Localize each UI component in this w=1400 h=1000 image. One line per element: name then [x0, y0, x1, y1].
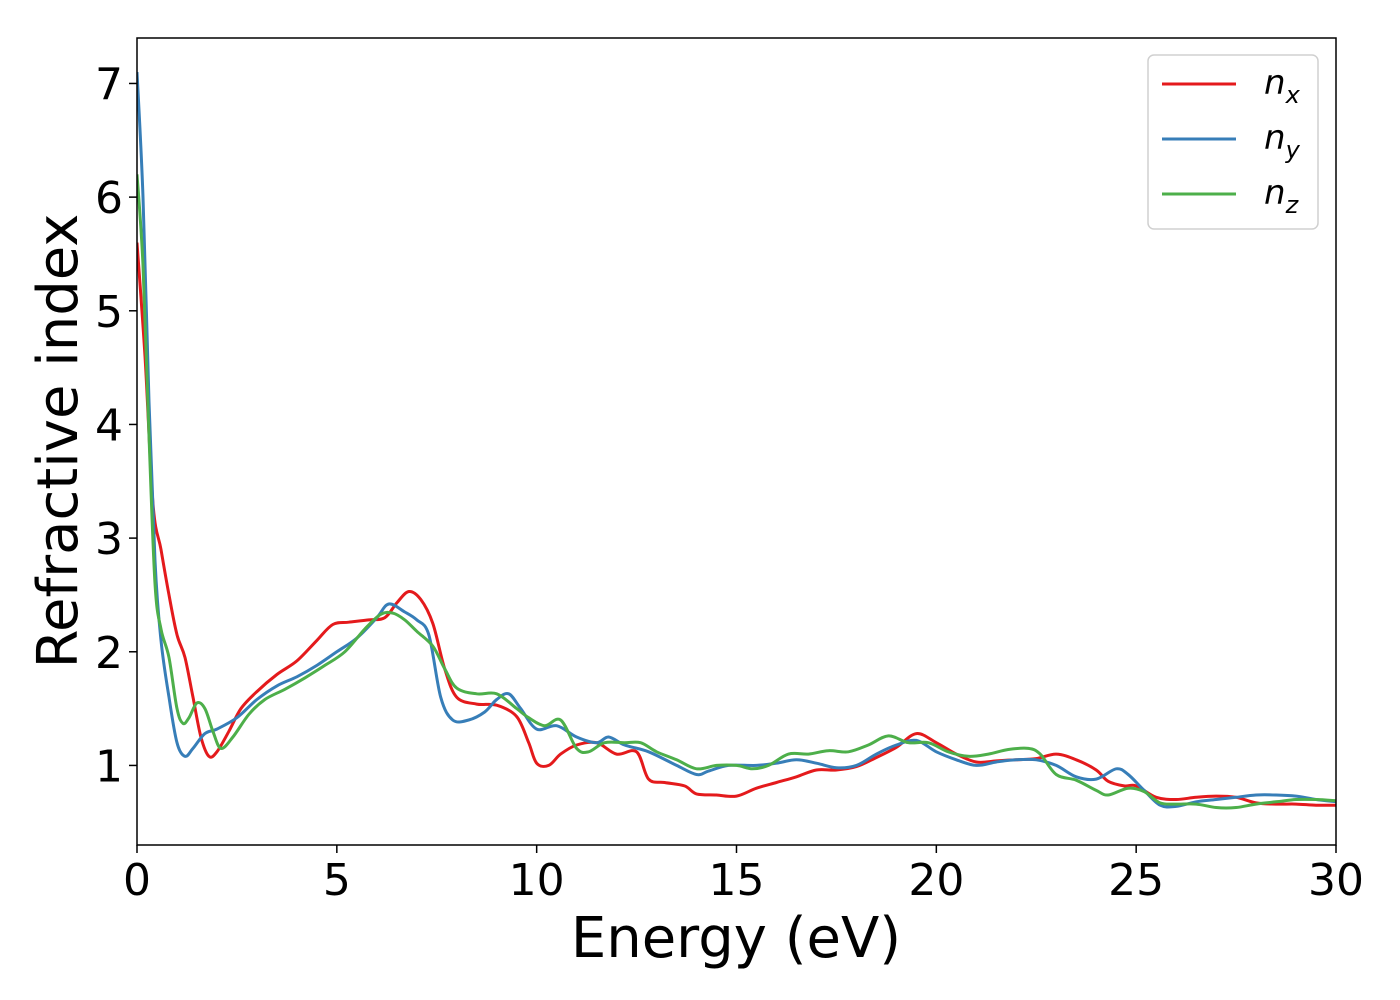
- x-tick-label: 15: [709, 855, 765, 906]
- x-tick-label: 10: [509, 855, 565, 906]
- legend-frame: [1147, 54, 1319, 230]
- y-tick-label: 5: [95, 287, 123, 338]
- x-tick-label: 0: [123, 855, 151, 906]
- y-tick-label: 6: [95, 173, 123, 224]
- series-layer: [137, 72, 1336, 810]
- y-tick-label: 7: [95, 59, 123, 110]
- x-tick-label: 20: [908, 855, 964, 906]
- y-tick-label: 3: [95, 514, 123, 565]
- x-axis: 0 5 10 15 20 25 30: [123, 845, 1364, 906]
- x-tick-label: 30: [1308, 855, 1364, 906]
- x-tick-label: 5: [323, 855, 351, 906]
- series-line-nz: [137, 174, 1336, 810]
- y-tick-label: 2: [95, 628, 123, 679]
- y-tick-label: 4: [95, 400, 123, 451]
- x-tick-label: 25: [1108, 855, 1164, 906]
- x-axis-title: Energy (eV): [571, 906, 901, 971]
- y-axis-title: Refractive index: [26, 214, 91, 669]
- plot-area: [137, 38, 1336, 845]
- y-tick-label: 1: [95, 741, 123, 792]
- y-axis: 1 2 3 4 5 6 7: [95, 59, 137, 792]
